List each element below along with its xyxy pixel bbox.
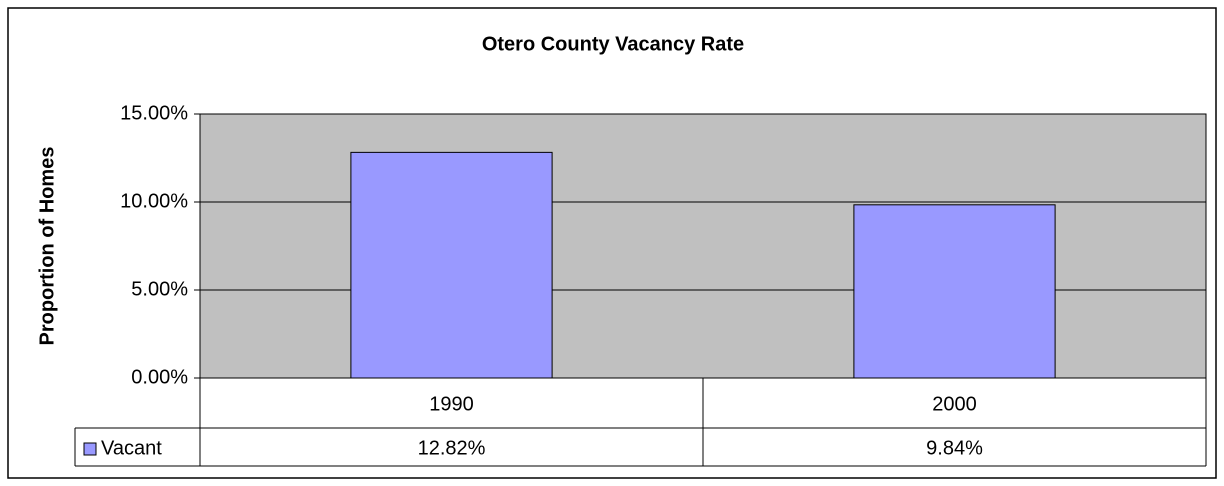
legend-label: Vacant: [101, 437, 162, 459]
y-tick-label: 5.00%: [131, 278, 188, 300]
legend-swatch: [83, 442, 97, 456]
y-tick-label: 10.00%: [120, 190, 188, 212]
bar: [853, 204, 1056, 379]
chart-title: Otero County Vacancy Rate: [482, 33, 744, 55]
y-tick-label: 15.00%: [120, 102, 188, 124]
y-axis-label: Proportion of Homes: [36, 147, 58, 346]
x-tick-label: 2000: [932, 393, 977, 415]
x-tick-label: 1990: [429, 393, 474, 415]
bar: [350, 151, 553, 379]
y-tick-label: 0.00%: [131, 366, 188, 388]
data-label: 9.84%: [926, 437, 983, 459]
data-label: 12.82%: [418, 437, 486, 459]
